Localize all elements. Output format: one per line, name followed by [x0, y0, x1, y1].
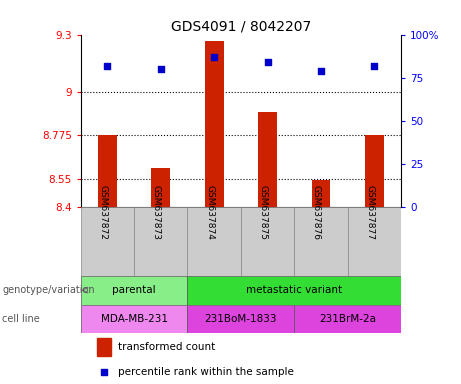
Bar	[81, 276, 188, 305]
Bar	[348, 207, 401, 276]
Bar	[134, 207, 188, 276]
Text: MDA-MB-231: MDA-MB-231	[100, 314, 168, 324]
Text: GSM637874: GSM637874	[205, 185, 214, 240]
Text: GSM637876: GSM637876	[312, 185, 321, 240]
Text: cell line: cell line	[2, 314, 40, 324]
Bar	[97, 338, 111, 356]
Point	[317, 68, 325, 74]
Bar	[81, 207, 134, 276]
Bar	[294, 305, 401, 333]
Bar	[365, 135, 384, 207]
Point	[104, 63, 111, 69]
Bar	[258, 113, 277, 207]
Bar	[81, 305, 188, 333]
Text: transformed count: transformed count	[118, 342, 215, 352]
Text: metastatic variant: metastatic variant	[246, 285, 343, 295]
Point	[211, 54, 218, 60]
Text: GSM637877: GSM637877	[366, 185, 374, 240]
Bar	[312, 180, 331, 207]
Text: GSM637873: GSM637873	[152, 185, 161, 240]
Text: GSM637875: GSM637875	[259, 185, 267, 240]
Bar	[188, 207, 241, 276]
Text: GSM637872: GSM637872	[98, 185, 107, 240]
Text: parental: parental	[112, 285, 156, 295]
Bar	[205, 41, 224, 207]
Bar	[98, 135, 117, 207]
Bar	[188, 305, 294, 333]
Bar	[294, 207, 348, 276]
Point	[100, 369, 107, 375]
Point	[157, 66, 165, 72]
Title: GDS4091 / 8042207: GDS4091 / 8042207	[171, 20, 311, 33]
Point	[264, 59, 271, 65]
Text: genotype/variation: genotype/variation	[2, 285, 95, 295]
Point	[371, 63, 378, 69]
Text: percentile rank within the sample: percentile rank within the sample	[118, 367, 293, 377]
Text: 231BrM-2a: 231BrM-2a	[319, 314, 376, 324]
Bar	[151, 168, 170, 207]
Text: 231BoM-1833: 231BoM-1833	[205, 314, 277, 324]
Bar	[188, 276, 401, 305]
Bar	[241, 207, 294, 276]
